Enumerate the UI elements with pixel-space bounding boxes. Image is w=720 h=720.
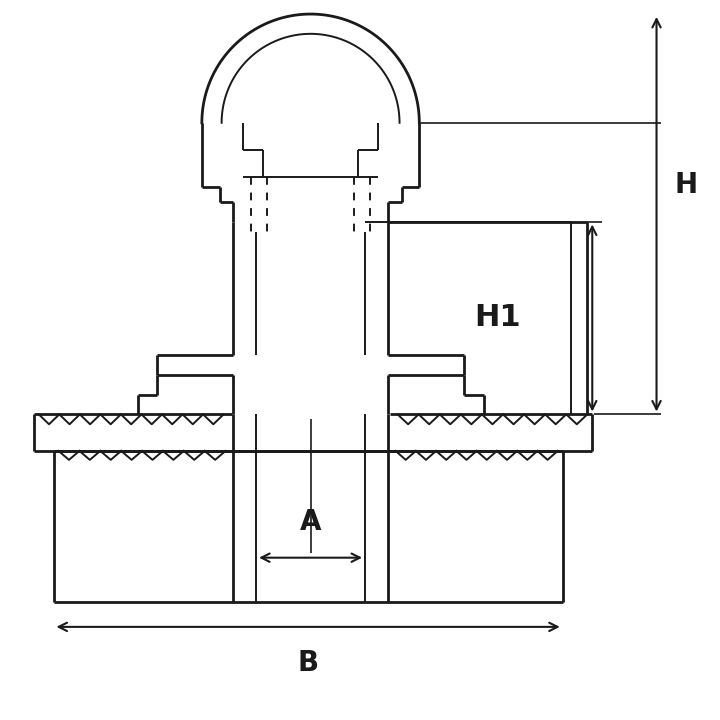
Text: B: B (297, 649, 319, 677)
Text: H: H (675, 171, 698, 199)
Text: H1: H1 (474, 304, 521, 333)
Text: A: A (300, 508, 321, 536)
